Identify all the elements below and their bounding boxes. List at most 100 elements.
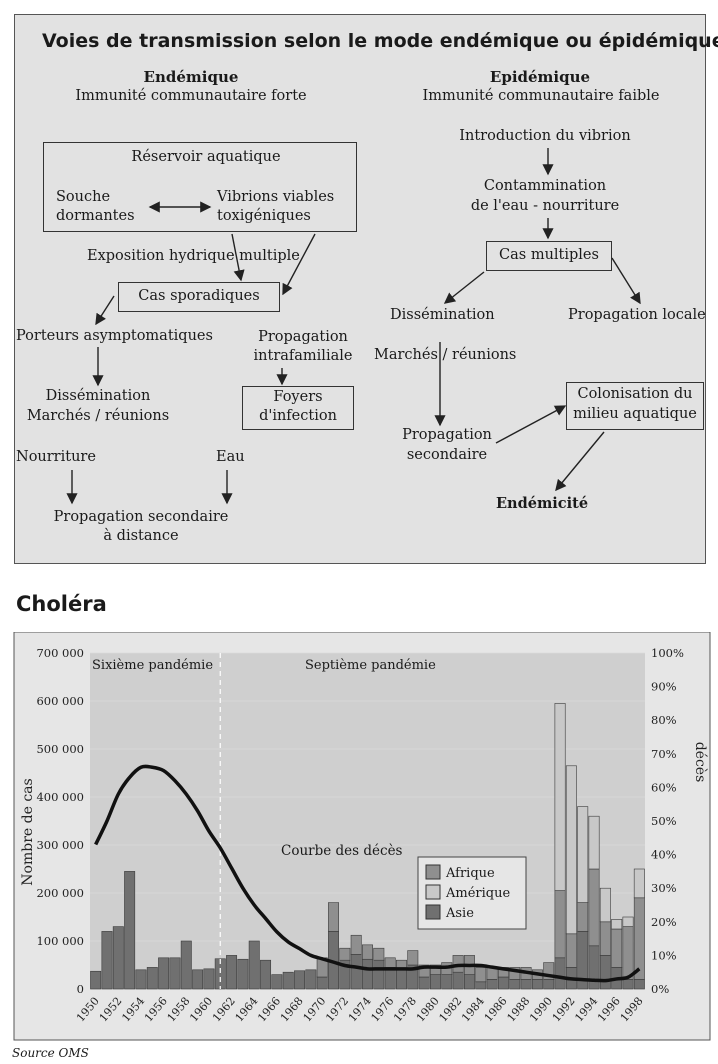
distant-line2: à distance (103, 528, 179, 544)
bar-asie-1974 (362, 958, 373, 990)
bar-amérique-1992 (565, 765, 577, 935)
legend: Afrique Amérique Asie (417, 856, 527, 930)
bar-afrique-1973 (350, 934, 362, 955)
bar-asie-1950 (90, 970, 102, 990)
colonisation-box (566, 382, 704, 430)
bar-asie-1991 (554, 957, 566, 990)
endemic-dissemination: Dissémination (45, 388, 151, 404)
endemic-markets: Marchés / réunions (26, 408, 170, 424)
bar-asie-1958 (180, 940, 192, 990)
sporadic-box (118, 282, 280, 312)
epidemic-subheading: Immunité communautaire faible (422, 88, 660, 104)
bar-asie-1963 (237, 958, 249, 990)
bar-asie-1994 (588, 945, 600, 990)
bar-asie-1973 (350, 954, 362, 990)
bar-afrique-1971 (328, 902, 339, 932)
y-right-tick: 50% (651, 814, 677, 828)
bar-afrique-1990 (543, 962, 555, 980)
bar-asie-1997 (622, 979, 634, 990)
endemic-subheading: Immunité communautaire forte (75, 88, 307, 104)
bar-asie-1985 (486, 979, 498, 990)
y-right-tick: 100% (651, 646, 684, 660)
dormant-line1: Souche (56, 189, 111, 205)
exposure-label: Exposition hydrique multiple (87, 248, 300, 264)
bar-asie-1951 (101, 931, 113, 990)
bar-asie-1987 (509, 979, 521, 990)
section-title: Choléra (16, 592, 107, 616)
bar-asie-1979 (418, 976, 430, 990)
bar-asie-1989 (531, 979, 543, 990)
y-left-label: Nombre de cas (20, 778, 36, 885)
death-curve-label: Courbe des décès (281, 843, 403, 859)
bar-asie-1965 (260, 959, 272, 990)
bar-afrique-1993 (577, 902, 589, 932)
multiple-box (486, 241, 612, 271)
reservoir-box (43, 142, 357, 232)
bar-asie-1960 (203, 968, 215, 990)
bar-asie-1976 (384, 967, 396, 990)
foci-box (242, 386, 354, 430)
bar-afrique-1978 (407, 950, 419, 966)
bar-afrique-1974 (362, 944, 373, 960)
legend-swatch-afrique (425, 864, 441, 880)
bar-asie-1962 (226, 955, 238, 990)
bar-afrique-1997 (622, 926, 634, 980)
bar-asie-1957 (169, 957, 181, 990)
bar-afrique-1996 (611, 928, 623, 968)
bar-asie-1977 (396, 969, 407, 990)
bar-asie-1966 (271, 974, 283, 990)
y-right-tick: 20% (651, 915, 677, 929)
bar-asie-1959 (192, 969, 204, 990)
distant-line1: Propagation secondaire (53, 509, 229, 525)
bar-asie-1954 (135, 969, 147, 990)
foci-line1: Foyers (273, 389, 323, 405)
reservoir-label: Réservoir aquatique (131, 149, 281, 165)
bar-afrique-1984 (475, 967, 487, 983)
bar-asie-1995 (599, 955, 611, 990)
bar-amérique-1996 (611, 919, 623, 930)
y-left-tick: 0 (77, 982, 84, 996)
bar-amérique-1998 (633, 868, 645, 899)
bar-afrique-1994 (588, 868, 600, 947)
epidemic-markets: Marchés / réunions (374, 347, 517, 363)
bar-asie-1982 (452, 971, 464, 990)
intrafamilial-line1: Propagation (258, 329, 348, 345)
bar-asie-1988 (520, 979, 532, 990)
local-label: Propagation locale (568, 307, 706, 323)
diagram-title: Voies de transmission selon le mode endé… (42, 30, 718, 52)
contamination-line2: de l'eau - nourriture (470, 198, 620, 214)
viable-line1: Vibrions viables (217, 189, 335, 205)
epidemic-dissemination: Dissémination (390, 307, 495, 323)
bar-afrique-1991 (554, 890, 566, 959)
bar-afrique-1980 (429, 964, 441, 975)
y-left-tick: 200 000 (36, 886, 84, 900)
food-label: Nourriture (16, 449, 96, 465)
bar-asie-1967 (282, 971, 294, 990)
endemicity-label: Endémicité (496, 495, 589, 512)
bar-asie-1953 (124, 871, 136, 990)
bar-asie-1975 (373, 959, 385, 990)
bar-asie-1998 (633, 979, 645, 990)
viable-line2: toxigéniques (217, 208, 311, 224)
bar-amérique-1993 (577, 806, 589, 903)
bar-afrique-1987 (509, 967, 521, 980)
pandemic-label-7: Septième pandémie (305, 658, 436, 673)
bar-afrique-1976 (384, 957, 396, 968)
bar-asie-1964 (248, 940, 260, 990)
bar-asie-1952 (112, 926, 124, 990)
y-left-tick: 100 000 (36, 934, 84, 948)
colonisation-line1: Colonisation du (577, 386, 693, 402)
carriers-label: Porteurs asymptomatiques (16, 328, 213, 344)
bar-asie-1981 (441, 974, 453, 990)
bar-amérique-1994 (588, 815, 600, 870)
bar-afrique-1998 (633, 897, 645, 980)
bar-afrique-1995 (599, 921, 611, 956)
bar-amérique-1997 (622, 916, 634, 927)
foci-line2: d'infection (259, 408, 337, 424)
dormant-line2: dormantes (56, 208, 135, 224)
y-right-tick: 30% (651, 881, 677, 895)
legend-label-afrique: Afrique (445, 866, 495, 881)
y-right-tick: 90% (651, 680, 677, 694)
bar-afrique-1975 (373, 947, 385, 961)
bar-asie-1984 (475, 981, 487, 990)
